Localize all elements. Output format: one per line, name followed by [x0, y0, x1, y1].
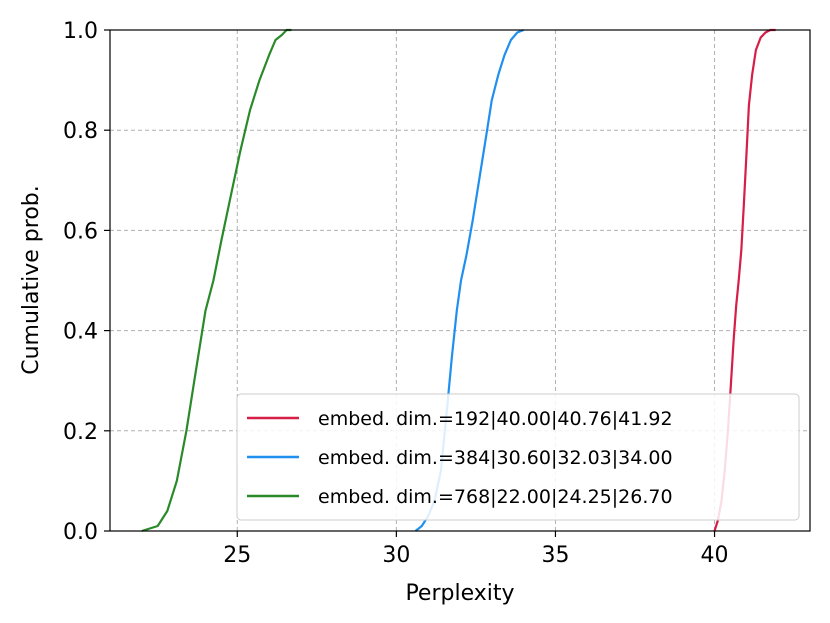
x-tick-label: 25: [223, 543, 251, 568]
x-tick-label: 40: [701, 543, 729, 568]
legend-label-1: embed. dim.=192|40.00|40.76|41.92: [318, 408, 673, 430]
legend-label-2: embed. dim.=384|30.60|32.03|34.00: [318, 447, 673, 469]
legend-box: [236, 393, 800, 521]
y-tick-label: 0.6: [63, 219, 98, 244]
x-axis: 25 30 35 40: [223, 531, 729, 568]
y-tick-label: 0.0: [63, 520, 98, 545]
y-tick-label: 1.0: [63, 19, 98, 44]
y-tick-label: 0.2: [63, 420, 98, 445]
plot-frame: [109, 29, 811, 532]
legend: embed. dim.=192|40.00|40.76|41.92 embed. …: [236, 393, 800, 521]
legend-label-3: embed. dim.=768|22.00|24.25|26.70: [318, 486, 673, 508]
series-line-3: [141, 28, 292, 533]
x-tick-label: 35: [541, 543, 569, 568]
y-tick-label: 0.4: [63, 320, 98, 345]
y-tick-label: 0.8: [63, 119, 98, 144]
y-axis-label: Cumulative prob.: [19, 185, 44, 375]
x-axis-label: Perplexity: [405, 581, 514, 606]
x-tick-label: 30: [382, 543, 410, 568]
y-axis: 0.0 0.2 0.4 0.6 0.8 1.0: [63, 19, 110, 545]
